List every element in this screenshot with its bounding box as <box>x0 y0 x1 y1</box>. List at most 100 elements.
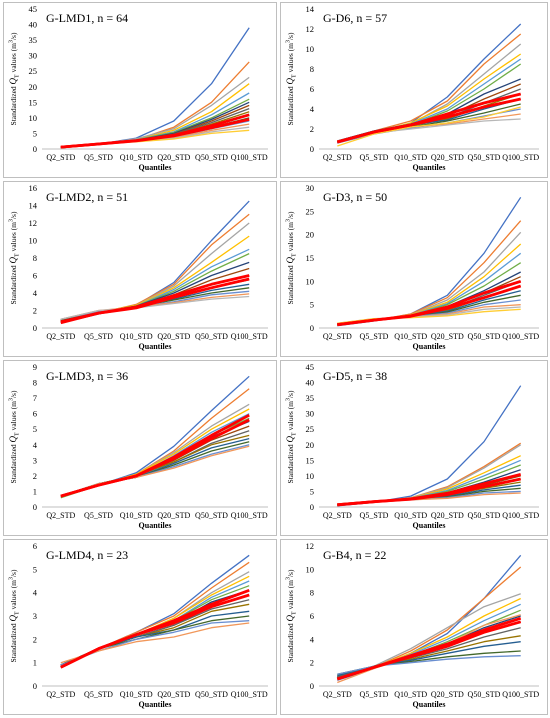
chart-svg: 0 5 10 15 20 25 30 35 40 45 Q2_STD Q5_STD Q10_STD Q20… <box>306 362 540 520</box>
mean-series-line <box>60 277 250 325</box>
x-tick-label: Q50_STD <box>195 690 228 699</box>
y-tick-label: 2 <box>310 124 314 134</box>
x-axis-label: Quantiles <box>138 342 172 351</box>
x-axis-label: Quantiles <box>138 163 172 172</box>
y-tick-label: 10 <box>306 564 315 574</box>
x-tick-label: Q50_STD <box>468 153 501 162</box>
x-tick-label: Q5_STD <box>360 690 389 699</box>
x-tick-label: Q10_STD <box>120 332 153 341</box>
x-tick-label: Q5_STD <box>84 332 113 341</box>
y-axis-label: Standardized QT values (m3/s) <box>7 211 21 305</box>
x-tick-label: Q50_STD <box>195 153 228 162</box>
x-tick-label: Q100_STD <box>502 690 539 699</box>
x-tick-label: Q2_STD <box>323 690 352 699</box>
chart-panel-g-lmd2: 0 2 4 6 8 10 12 14 16 Q2_STD Q5_STD Q10_STD Q20_STD Q… <box>3 181 277 357</box>
y-axis-label: Standardized QT values (m3/s) <box>284 32 298 126</box>
y-tick-label: 9 <box>33 362 37 372</box>
mean-series-line <box>337 284 522 327</box>
x-tick-label: Q50_STD <box>195 332 228 341</box>
x-axis-label: Quantiles <box>412 521 446 530</box>
y-tick-label: 5 <box>310 300 314 310</box>
series-line <box>60 408 250 497</box>
x-tick-label: Q100_STD <box>231 690 268 699</box>
y-tick-label: 40 <box>29 20 38 30</box>
y-tick-label: 45 <box>306 362 315 372</box>
x-tick-label: Q2_STD <box>323 511 352 520</box>
chart-svg: 0 2 4 6 8 10 12 14 16 Q2_STD Q5_STD Q10_STD Q20_STD Q… <box>29 183 268 341</box>
y-tick-label: 30 <box>29 51 38 61</box>
y-tick-label: 6 <box>310 611 314 621</box>
y-tick-label: 8 <box>33 378 37 388</box>
y-tick-label: 15 <box>306 253 315 263</box>
series-line <box>337 106 521 147</box>
y-tick-label: 35 <box>29 35 38 45</box>
x-tick-label: Q2_STD <box>46 690 75 699</box>
series-line <box>60 27 250 149</box>
y-axis-label: Standardized QT values (m3/s) <box>284 211 298 305</box>
y-tick-label: 10 <box>29 113 38 123</box>
y-tick-label: 14 <box>29 201 38 211</box>
y-tick-label: 10 <box>29 236 38 246</box>
x-axis-label: Quantiles <box>138 700 172 709</box>
y-tick-label: 1 <box>33 658 37 668</box>
y-tick-label: 20 <box>306 230 315 240</box>
chart-title: G-D5, n = 38 <box>323 369 388 383</box>
y-tick-label: 0 <box>310 502 314 512</box>
x-tick-label: Q20_STD <box>157 690 190 699</box>
x-tick-label: Q5_STD <box>84 153 113 162</box>
y-tick-label: 3 <box>33 455 37 465</box>
chart-panel-g-lmd4: 0 1 2 3 4 5 6 Q2_STD Q5_STD Q10_STD Q20_STD Q50_STD… <box>3 539 277 715</box>
x-tick-label: Q100_STD <box>502 511 539 520</box>
y-tick-label: 10 <box>306 44 315 54</box>
mean-series-line <box>337 477 521 507</box>
chart-panel-g-d5: 0 5 10 15 20 25 30 35 40 45 Q2_STD Q5_STD Q10_STD Q20… <box>280 360 548 536</box>
x-tick-label: Q10_STD <box>120 690 153 699</box>
y-tick-label: 6 <box>33 409 37 419</box>
series-line <box>60 425 250 497</box>
series-line <box>60 403 250 497</box>
x-tick-label: Q50_STD <box>468 690 501 699</box>
y-tick-label: 4 <box>33 440 38 450</box>
chart-svg: 0 1 2 3 4 5 6 7 8 9 Q2_STD Q5_STD Q10_STD Q20_STD Q50_… <box>33 362 268 520</box>
chart-title: G-LMD1, n = 64 <box>46 11 129 25</box>
series-line <box>337 43 522 144</box>
chart-panel-g-lmd3: 0 1 2 3 4 5 6 7 8 9 Q2_STD Q5_STD Q10_STD Q20_STD Q50_… <box>3 360 277 536</box>
x-tick-label: Q10_STD <box>394 511 427 520</box>
x-tick-label: Q50_STD <box>468 511 501 520</box>
series-line <box>337 655 521 675</box>
x-axis-label: Quantiles <box>412 163 446 172</box>
y-tick-label: 10 <box>306 471 315 481</box>
chart-title: G-B4, n = 22 <box>323 548 387 562</box>
x-tick-label: Q2_STD <box>46 332 75 341</box>
y-tick-label: 2 <box>310 658 314 668</box>
y-tick-label: 2 <box>33 634 37 644</box>
chart-svg: 0 2 4 6 8 10 12 Q2_STD Q5_STD Q10_STD Q20_STD Q50_S… <box>306 541 540 699</box>
y-tick-label: 4 <box>310 634 315 644</box>
chart-svg: 0 5 10 15 20 25 30 35 40 45 Q2_STD Q5_STD Q10_STD Q20… <box>29 4 268 162</box>
series-line <box>337 593 521 679</box>
x-tick-label: Q5_STD <box>360 153 389 162</box>
x-tick-label: Q20_STD <box>431 511 464 520</box>
y-tick-label: 30 <box>306 183 315 193</box>
y-tick-label: 25 <box>29 66 38 76</box>
x-tick-label: Q10_STD <box>394 690 427 699</box>
y-tick-label: 8 <box>33 253 37 263</box>
x-tick-label: Q100_STD <box>231 153 268 162</box>
mean-series-line <box>60 118 250 149</box>
x-tick-label: Q2_STD <box>46 153 75 162</box>
y-tick-label: 0 <box>33 323 37 333</box>
x-tick-label: Q20_STD <box>157 153 190 162</box>
y-tick-label: 12 <box>306 24 315 34</box>
x-tick-label: Q10_STD <box>394 332 427 341</box>
chart-title: G-LMD3, n = 36 <box>46 369 129 383</box>
y-axis-label: Standardized QT values (m3/s) <box>7 32 21 126</box>
y-tick-label: 6 <box>33 541 37 551</box>
x-tick-label: Q20_STD <box>157 511 190 520</box>
x-tick-label: Q100_STD <box>231 332 268 341</box>
y-tick-label: 16 <box>29 183 38 193</box>
chart-title: G-LMD2, n = 51 <box>46 190 129 204</box>
y-axis-label: Standardized QT values (m3/s) <box>284 569 298 663</box>
y-tick-label: 4 <box>310 104 315 114</box>
y-tick-label: 10 <box>306 276 315 286</box>
x-tick-label: Q5_STD <box>360 511 389 520</box>
